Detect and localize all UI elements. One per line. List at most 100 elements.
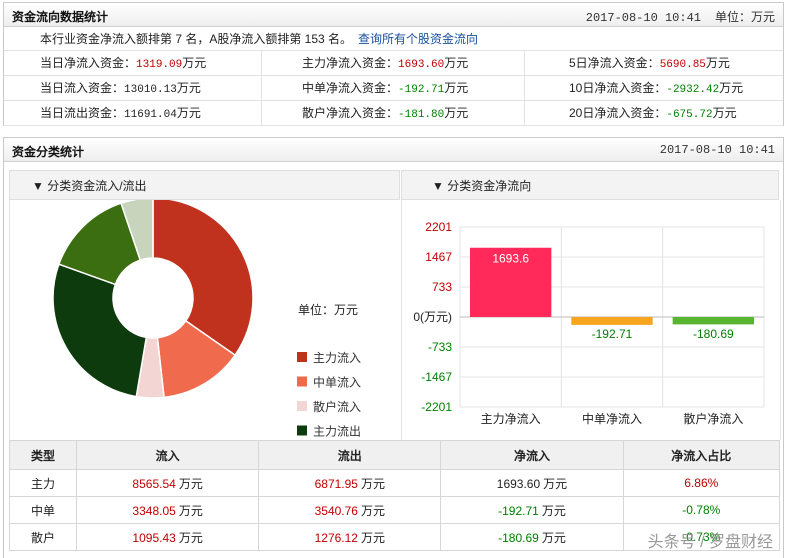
category-title: 资金分类统计 bbox=[12, 145, 85, 159]
cell-value: 3348.05 bbox=[132, 503, 176, 518]
cell-value: 1693.60 bbox=[496, 476, 541, 491]
table-row: 主力 8565.54 万元 6871.95 万元 1693.60 万元 6.86% bbox=[8, 469, 781, 497]
legend-swatch bbox=[297, 352, 307, 362]
legend-label[interactable]: 散户流入 bbox=[313, 399, 361, 414]
rank-line: 本行业资金净流入额排第 7 名，A股净流入额排第 153 名。 查询所有个股资金流… bbox=[4, 27, 783, 51]
cell-value: 8565.54 bbox=[132, 476, 176, 491]
table-cell-in: 1095.43 万元 bbox=[76, 523, 260, 551]
stat-unit: 万元 bbox=[712, 106, 737, 120]
cell-value: 散户 bbox=[31, 530, 56, 545]
pie-section-heading[interactable]: ▼ 分类资金流入/流出 bbox=[9, 170, 400, 200]
table-cell-in: 8565.54 万元 bbox=[76, 469, 260, 497]
stat-label: 5日净流入资金： bbox=[569, 56, 660, 70]
stat-unit: 万元 bbox=[182, 56, 207, 70]
stat-unit: 万元 bbox=[444, 106, 469, 120]
legend-label[interactable]: 主力流出 bbox=[313, 425, 361, 439]
bar-value-label: -180.69 bbox=[693, 327, 734, 341]
table-cell-in: 3348.05 万元 bbox=[76, 496, 260, 524]
table-cell-pct: -0.78% bbox=[622, 496, 781, 524]
x-category-label: 主力净流入 bbox=[481, 412, 541, 426]
fund-category-table: 类型 流入 流出 净流入 净流入占比 主力 8565.54 万元 6871.95 万元 1693.… bbox=[8, 440, 781, 551]
cell-value: -180.69 bbox=[498, 530, 539, 545]
legend-label[interactable]: 中单流入 bbox=[313, 375, 361, 390]
fund-category-panel: 资金分类统计 2017-08-10 10:41 ▼ 分类资金流入/流出 ▼ 分类… bbox=[3, 137, 784, 558]
cell-unit: 万元 bbox=[360, 503, 385, 518]
pie-unit-label: 单位：万元 bbox=[298, 302, 358, 317]
table-header-cell[interactable]: 流出 bbox=[258, 440, 442, 470]
cell-value: 3540.76 bbox=[314, 503, 358, 518]
cell-value: 中单 bbox=[31, 503, 56, 518]
cell-value: 6871.95 bbox=[314, 476, 358, 491]
cell-value: -0.78% bbox=[682, 503, 721, 517]
stat-value: -2932.42 bbox=[666, 84, 720, 96]
inflow-outflow-donut-chart: 单位：万元主力流入中单流入散户流入主力流出中单流出散户流出 bbox=[52, 197, 361, 488]
bar[interactable] bbox=[571, 317, 653, 325]
y-tick-label: -1467 bbox=[421, 370, 452, 384]
stat-value: 1693.60 bbox=[398, 59, 445, 71]
stat-cell: 20日净流入资金：-675.72万元 bbox=[525, 101, 783, 126]
table-header-cell[interactable]: 类型 bbox=[8, 440, 78, 470]
pie-slice[interactable] bbox=[52, 263, 148, 398]
stat-label: 主力净流入资金： bbox=[302, 56, 399, 70]
summary-titlebar: 资金流向数据统计 2017-08-10 10:41 单位：万元 bbox=[4, 3, 783, 27]
cell-unit: 万元 bbox=[178, 530, 203, 545]
cell-unit: 万元 bbox=[541, 530, 566, 545]
summary-title: 资金流向数据统计 bbox=[12, 10, 109, 24]
watermark: 头条号 / 罗盘财经 bbox=[647, 534, 773, 551]
summary-datetime: 2017-08-10 10:41 单位：万元 bbox=[585, 10, 775, 25]
table-header-cell[interactable]: 净流入占比 bbox=[622, 440, 781, 470]
stat-cell: 中单净流入资金：-192.71万元 bbox=[262, 76, 525, 101]
cell-value: 6.86% bbox=[684, 476, 719, 490]
cell-value: 1276.12 bbox=[314, 530, 358, 545]
stat-label: 当日流出资金： bbox=[40, 106, 125, 120]
pie-slice[interactable] bbox=[120, 197, 154, 262]
table-cell-net: -192.71 万元 bbox=[440, 496, 624, 524]
stat-label: 当日净流入资金： bbox=[40, 56, 137, 70]
stat-cell: 5日净流入资金：5690.85万元 bbox=[525, 51, 783, 76]
net-flow-bar-chart: 2201 1467 733 0(万元) -733 -1467 -2201 1693.6 主力净流… bbox=[413, 220, 765, 426]
unit-label: 单位：万元 bbox=[714, 10, 775, 24]
stat-value: 11691.04 bbox=[124, 109, 177, 121]
table-cell-type: 主力 bbox=[8, 469, 78, 497]
stat-label: 当日流入资金： bbox=[40, 81, 125, 95]
stat-unit: 万元 bbox=[705, 56, 730, 70]
cell-unit: 万元 bbox=[541, 503, 566, 518]
bar[interactable] bbox=[470, 247, 552, 317]
stat-cell: 主力净流入资金：1693.60万元 bbox=[262, 51, 525, 76]
table-header-cell[interactable]: 净流入 bbox=[440, 440, 624, 470]
cell-unit: 万元 bbox=[360, 476, 385, 491]
stat-unit: 万元 bbox=[719, 81, 744, 95]
legend-label[interactable]: 主力流入 bbox=[313, 351, 361, 365]
cell-value: 1095.43 bbox=[132, 530, 176, 545]
all-stocks-flow-link[interactable]: 查询所有个股资金流向 bbox=[358, 32, 479, 46]
stat-value: -675.72 bbox=[666, 109, 713, 121]
stat-cell: 当日净流入资金：1319.09万元 bbox=[4, 51, 262, 76]
table-header-cell[interactable]: 流入 bbox=[76, 440, 260, 470]
stats-grid: 当日净流入资金：1319.09万元 主力净流入资金：1693.60万元 5日净流入资… bbox=[4, 51, 783, 126]
stat-unit: 万元 bbox=[444, 81, 469, 95]
stat-value: 13010.13 bbox=[124, 84, 177, 96]
table-header-row: 类型 流入 流出 净流入 净流入占比 bbox=[8, 440, 781, 470]
pie-slice[interactable] bbox=[152, 197, 254, 357]
stat-unit: 万元 bbox=[176, 81, 201, 95]
rank-text: 本行业资金净流入额排第 7 名，A股净流入额排第 153 名。 bbox=[40, 32, 353, 46]
table-cell-net: -180.69 万元 bbox=[440, 523, 624, 551]
y-tick-label: 733 bbox=[432, 280, 452, 294]
legend-swatch bbox=[297, 376, 307, 387]
category-datetime: 2017-08-10 10:41 bbox=[659, 143, 775, 157]
cell-value: -192.71 bbox=[498, 503, 539, 518]
stat-value: 1319.09 bbox=[136, 59, 183, 71]
bar-section-heading[interactable]: ▼ 分类资金净流向 bbox=[401, 170, 779, 200]
pie-chart-box: 单位：万元主力流入中单流入散户流入主力流出中单流出散户流出 bbox=[9, 197, 401, 488]
y-tick-label: 0(万元) bbox=[413, 310, 452, 324]
cell-unit: 万元 bbox=[178, 476, 203, 491]
stat-label: 10日净流入资金： bbox=[569, 81, 667, 95]
category-titlebar: 资金分类统计 2017-08-10 10:41 bbox=[4, 138, 783, 162]
table-cell-pct: -0.73% bbox=[622, 523, 781, 551]
stat-label: 散户净流入资金： bbox=[302, 106, 399, 120]
bar[interactable] bbox=[672, 317, 754, 325]
fund-flow-summary-panel: 资金流向数据统计 2017-08-10 10:41 单位：万元 本行业资金净流入额… bbox=[3, 2, 784, 126]
stat-value: -192.71 bbox=[398, 84, 445, 96]
table-cell-type: 散户 bbox=[8, 523, 78, 551]
cell-value: 主力 bbox=[31, 476, 56, 491]
